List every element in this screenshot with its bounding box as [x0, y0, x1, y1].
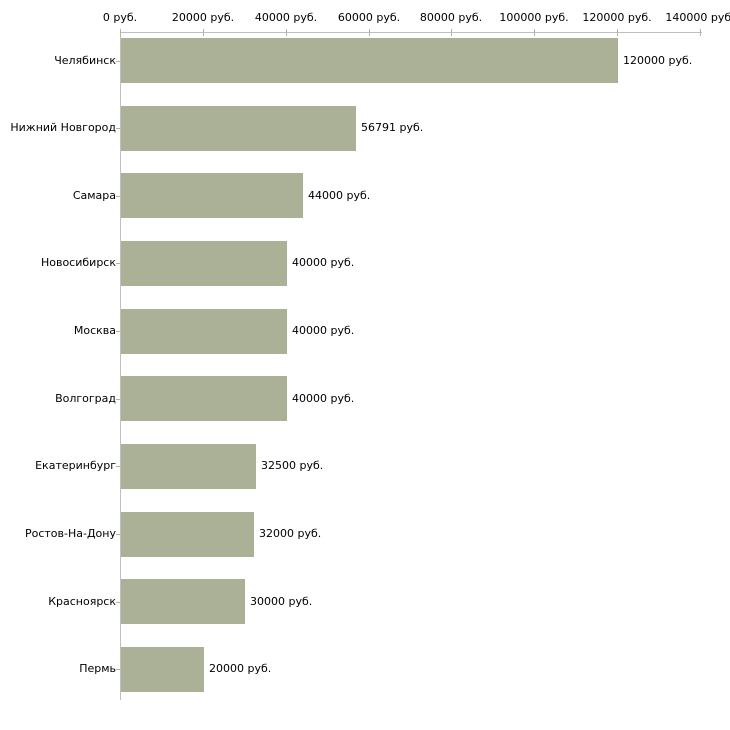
- category-label: Волгоград: [55, 392, 116, 405]
- y-axis-tick: [116, 399, 120, 400]
- value-label: 40000 руб.: [292, 392, 355, 405]
- category-label: Челябинск: [54, 54, 116, 67]
- value-label: 40000 руб.: [292, 324, 355, 337]
- x-axis-tick: [120, 29, 121, 36]
- category-label: Нижний Новгород: [10, 121, 116, 134]
- x-axis-tick: [369, 29, 370, 36]
- bar: [121, 444, 256, 489]
- category-label: Ростов-На-Дону: [24, 527, 116, 540]
- value-label: 20000 руб.: [209, 662, 272, 675]
- value-label: 44000 руб.: [308, 189, 371, 202]
- category-label: Новосибирск: [40, 256, 116, 269]
- bar: [121, 38, 618, 83]
- x-axis-tick: [534, 29, 535, 36]
- value-label: 32500 руб.: [261, 459, 324, 472]
- bar: [121, 579, 245, 624]
- value-label: 30000 руб.: [250, 595, 313, 608]
- y-axis-tick: [116, 602, 120, 603]
- category-label: Самара: [72, 189, 116, 202]
- y-axis-tick: [116, 263, 120, 264]
- x-axis-tick-label: 80000 руб.: [419, 11, 483, 24]
- y-axis-tick: [116, 128, 120, 129]
- x-axis-tick-label: 120000 руб.: [582, 11, 652, 24]
- y-axis-tick: [116, 196, 120, 197]
- x-axis-tick-label: 100000 руб.: [499, 11, 569, 24]
- y-axis-tick: [116, 466, 120, 467]
- x-axis-tick-label: 140000 руб.: [665, 11, 730, 24]
- category-label: Красноярск: [48, 595, 116, 608]
- y-axis-tick: [116, 669, 120, 670]
- bar: [121, 106, 356, 151]
- x-axis-tick: [451, 29, 452, 36]
- x-axis-tick: [700, 29, 701, 36]
- bar: [121, 241, 287, 286]
- x-axis-tick-label: 40000 руб.: [254, 11, 318, 24]
- bar: [121, 173, 303, 218]
- y-axis-tick: [116, 534, 120, 535]
- category-label: Пермь: [79, 662, 116, 675]
- value-label: 120000 руб.: [623, 54, 693, 67]
- value-label: 40000 руб.: [292, 256, 355, 269]
- x-axis-tick-label: 60000 руб.: [337, 11, 401, 24]
- y-axis-tick: [116, 331, 120, 332]
- x-axis-tick-label: 0 руб.: [102, 11, 138, 24]
- bar: [121, 376, 287, 421]
- bar: [121, 647, 204, 692]
- y-axis-line: [120, 32, 121, 700]
- x-axis-tick: [203, 29, 204, 36]
- value-label: 56791 руб.: [361, 121, 424, 134]
- x-axis-tick: [286, 29, 287, 36]
- x-axis-tick-label: 20000 руб.: [171, 11, 235, 24]
- y-axis-tick: [116, 61, 120, 62]
- bar: [121, 309, 287, 354]
- category-label: Екатеринбург: [35, 459, 116, 472]
- x-axis-tick: [617, 29, 618, 36]
- x-axis-line: [120, 32, 702, 33]
- category-label: Москва: [73, 324, 116, 337]
- bar: [121, 512, 254, 557]
- value-label: 32000 руб.: [259, 527, 322, 540]
